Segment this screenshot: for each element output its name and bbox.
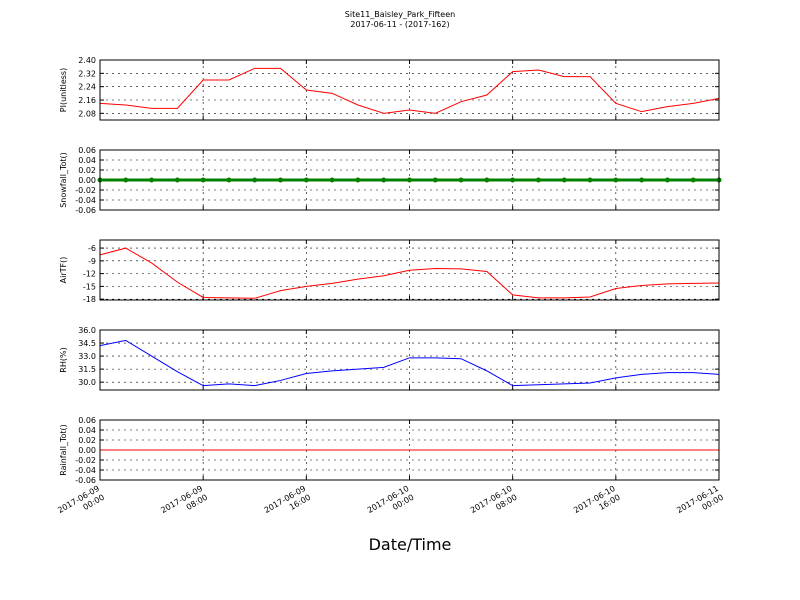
y-tick-label: 34.5	[78, 339, 96, 348]
data-point	[432, 177, 438, 183]
plot-frame	[99, 239, 720, 301]
y-tick-label: -18	[83, 295, 96, 304]
data-point	[381, 177, 387, 183]
y-tick-label: -0.02	[75, 456, 96, 465]
chart-subtitle: 2017-06-11 - (2017-162)	[350, 20, 449, 29]
data-point	[484, 177, 490, 183]
y-axis-label: Snowfall_Tot()	[59, 152, 68, 208]
data-line	[99, 247, 720, 299]
y-tick-label: 0.04	[78, 426, 96, 435]
y-tick-label: 0.04	[78, 156, 96, 165]
chart-title: Site11_Baisley_Park_Fifteen	[345, 10, 455, 19]
y-tick-label: 2.32	[78, 69, 96, 78]
y-tick-label: -0.04	[75, 466, 96, 475]
data-point	[355, 177, 361, 183]
data-point	[278, 177, 284, 183]
data-point	[639, 177, 645, 183]
y-axis-label: PI(unitless)	[59, 68, 68, 112]
y-axis-label: RH(%)	[59, 347, 68, 372]
y-tick-label: 0.06	[78, 146, 96, 155]
y-tick-label: 2.24	[78, 83, 96, 92]
data-point	[226, 177, 232, 183]
y-tick-label: 0.06	[78, 416, 96, 425]
y-tick-label: 0.02	[78, 436, 96, 445]
y-tick-label: -12	[83, 270, 96, 279]
y-tick-label: -0.06	[75, 476, 96, 485]
y-tick-label: 33.0	[78, 352, 96, 361]
y-tick-label: -0.06	[75, 206, 96, 215]
data-point	[123, 177, 129, 183]
y-tick-label: -15	[83, 282, 96, 291]
y-tick-label: 2.16	[78, 96, 96, 105]
data-point	[690, 177, 696, 183]
y-tick-label: 31.5	[78, 365, 96, 374]
y-axis-label: Rainfall_Tot()	[59, 424, 68, 476]
data-line	[99, 67, 720, 114]
data-point	[613, 177, 619, 183]
plot-frame	[99, 419, 720, 481]
data-point	[664, 177, 670, 183]
data-line	[99, 339, 720, 387]
data-point	[535, 177, 541, 183]
y-tick-label: -6	[88, 244, 96, 253]
y-tick-label: 0.00	[78, 446, 96, 455]
y-tick-label: 2.08	[78, 109, 96, 118]
y-tick-label: -9	[88, 257, 96, 266]
data-point	[587, 177, 593, 183]
data-point	[149, 177, 155, 183]
y-axis-label: AirTF()	[59, 257, 68, 284]
plot-frame	[99, 149, 720, 211]
y-tick-label: -0.02	[75, 186, 96, 195]
plot-frame	[99, 329, 720, 391]
data-point	[561, 177, 567, 183]
plot-frame	[99, 59, 720, 121]
y-tick-label: 36.0	[78, 326, 96, 335]
y-tick-label: 0.02	[78, 166, 96, 175]
data-point	[510, 177, 516, 183]
data-point	[252, 177, 258, 183]
data-point	[407, 177, 412, 183]
data-point	[174, 177, 180, 183]
y-tick-label: 0.00	[78, 176, 96, 185]
y-tick-label: -0.04	[75, 196, 96, 205]
y-tick-label: 2.40	[78, 56, 96, 65]
data-point	[458, 177, 464, 183]
data-point	[303, 177, 309, 183]
data-point	[200, 177, 206, 183]
data-point	[329, 177, 335, 183]
y-tick-label: 30.0	[78, 378, 96, 387]
x-axis-label: Date/Time	[369, 535, 452, 554]
